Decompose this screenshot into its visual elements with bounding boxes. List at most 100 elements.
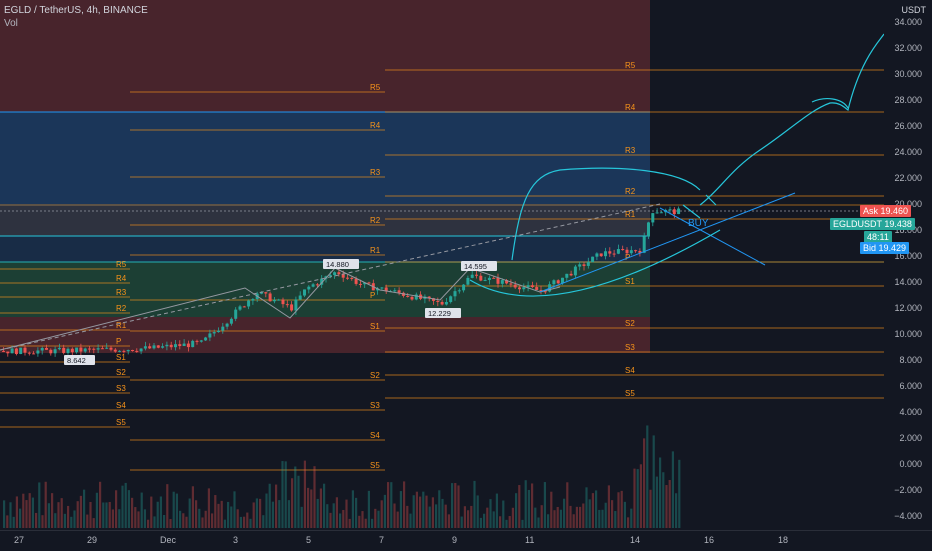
volume-bar <box>566 482 569 528</box>
volume-bar <box>278 500 281 528</box>
volume-bar <box>387 482 390 528</box>
price-tick: 14.000 <box>894 277 922 287</box>
candle-body <box>75 347 79 353</box>
candle-body <box>66 348 70 353</box>
candle-body <box>6 351 10 354</box>
volume-bar <box>444 504 447 528</box>
volume-bar <box>646 425 649 528</box>
candle-body <box>629 250 633 254</box>
volume-bar <box>153 516 156 528</box>
price-tick: 2.000 <box>899 433 922 443</box>
volume-bar <box>665 485 668 528</box>
pivot-label-s4: S4 <box>625 366 635 375</box>
volume-bar <box>316 498 319 528</box>
time-tick: 11 <box>525 535 535 545</box>
volume-bar <box>435 504 438 528</box>
volume-bar <box>310 489 313 528</box>
volume-bar <box>63 513 66 528</box>
price-tick: 34.000 <box>894 17 922 27</box>
high-marker-1-bg <box>323 259 359 269</box>
volume-bar <box>51 493 54 528</box>
candle-body <box>642 236 646 253</box>
volume-bar <box>403 481 406 528</box>
pivot-label-r2: R2 <box>625 187 636 196</box>
time-tick: 27 <box>14 535 25 545</box>
volume-bar <box>364 518 367 528</box>
volume-label[interactable]: Vol <box>4 18 18 29</box>
candle-body <box>539 289 543 292</box>
volume-bar <box>233 491 236 528</box>
candle-body <box>143 346 147 349</box>
candle-body <box>625 249 629 254</box>
hand-drawn-arc <box>511 167 701 261</box>
last-price-tag: EGLDUSDT 19.438 <box>830 218 915 230</box>
candle-body <box>505 280 509 284</box>
volume-bar <box>390 482 393 528</box>
green-zone <box>0 262 650 317</box>
volume-bar <box>556 506 559 528</box>
price-tick: 6.000 <box>899 381 922 391</box>
candle-body <box>57 347 61 350</box>
candle-body <box>526 285 530 288</box>
low-marker-1-bg <box>425 308 461 318</box>
candle-body <box>178 344 182 347</box>
volume-bar <box>326 504 329 528</box>
volume-bar <box>102 502 105 528</box>
candle-body <box>453 291 457 297</box>
candle-body <box>165 344 169 347</box>
volume-bar <box>531 483 534 528</box>
volume-bar <box>393 503 396 528</box>
candle-body <box>294 299 298 311</box>
time-tick: 29 <box>87 535 98 545</box>
volume-bar <box>543 482 546 528</box>
volume-bar <box>511 507 514 528</box>
candle-body <box>83 348 87 352</box>
pivot-label-r3: R3 <box>370 168 381 177</box>
candle-body <box>169 344 173 348</box>
pivot-label-r3: R3 <box>625 146 636 155</box>
candle-body <box>148 346 152 349</box>
trend-line <box>659 207 766 266</box>
volume-bar <box>425 495 428 528</box>
dashed-trend-line <box>0 203 661 351</box>
volume-bar <box>134 507 137 528</box>
candle-body <box>513 284 517 288</box>
volume-bar <box>137 511 140 528</box>
pivot-label-r4: R4 <box>116 274 127 283</box>
price-tick: 18.000 <box>894 225 922 235</box>
volume-bar <box>607 485 610 528</box>
candle-body <box>23 347 27 353</box>
volume-bar <box>505 519 508 528</box>
volume-bar <box>627 517 630 528</box>
volume-bar <box>57 502 60 528</box>
candle-body <box>10 348 14 354</box>
pivot-label-s3: S3 <box>370 401 380 410</box>
candle-body <box>161 346 165 348</box>
volume-bar <box>291 478 294 528</box>
pivot-label-s1: S1 <box>625 277 635 286</box>
volume-bar <box>275 484 278 528</box>
volume-bar <box>323 483 326 528</box>
candle-body <box>92 348 96 350</box>
candle-body <box>621 249 625 251</box>
volume-bar <box>409 513 412 528</box>
symbol-title[interactable]: EGLD / TetherUS, 4h, BINANCE <box>4 5 148 16</box>
candle-body <box>174 344 177 348</box>
candle-body <box>32 353 36 355</box>
candle-body <box>500 280 504 284</box>
candle-body <box>496 277 500 284</box>
candle-body <box>414 294 418 300</box>
low-marker-1: 12.229 <box>428 309 451 318</box>
candle-body <box>122 350 126 352</box>
volume-bar <box>377 510 380 528</box>
candle-body <box>475 274 478 276</box>
low-marker-2-bg <box>64 355 95 365</box>
price-tick: 20.000 <box>894 199 922 209</box>
high-marker-2-bg <box>461 261 497 271</box>
candle-body <box>40 347 44 351</box>
time-tick: 5 <box>306 535 312 545</box>
volume-bar <box>675 493 678 528</box>
hand-drawn-projection <box>699 33 885 206</box>
volume-bar <box>127 490 130 528</box>
